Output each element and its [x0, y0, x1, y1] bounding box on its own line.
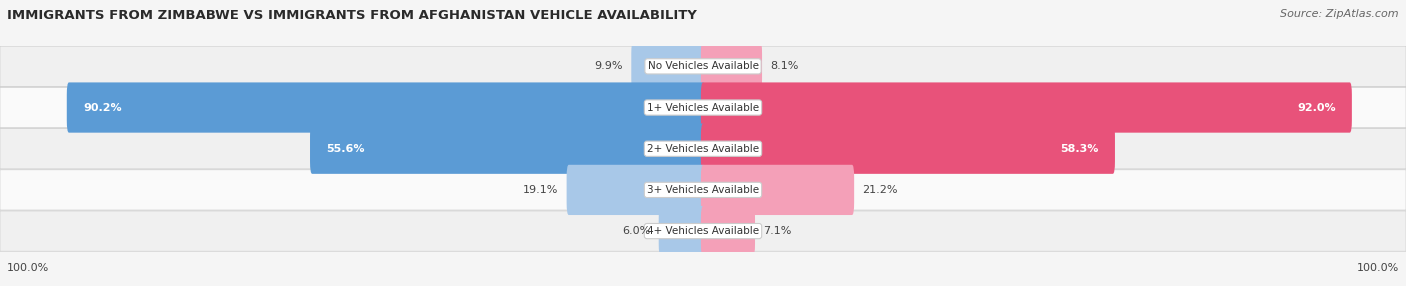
Text: 55.6%: 55.6% — [326, 144, 364, 154]
Text: 92.0%: 92.0% — [1298, 103, 1336, 112]
FancyBboxPatch shape — [700, 82, 1353, 133]
Text: 90.2%: 90.2% — [83, 103, 121, 112]
FancyBboxPatch shape — [66, 82, 704, 133]
Text: 4+ Vehicles Available: 4+ Vehicles Available — [647, 226, 759, 236]
FancyBboxPatch shape — [0, 211, 1406, 251]
Text: No Vehicles Available: No Vehicles Available — [648, 61, 758, 71]
Text: 1+ Vehicles Available: 1+ Vehicles Available — [647, 103, 759, 112]
FancyBboxPatch shape — [700, 165, 855, 215]
FancyBboxPatch shape — [0, 87, 1406, 128]
Text: 8.1%: 8.1% — [770, 61, 799, 71]
FancyBboxPatch shape — [309, 124, 706, 174]
FancyBboxPatch shape — [0, 170, 1406, 210]
Text: 9.9%: 9.9% — [595, 61, 623, 71]
FancyBboxPatch shape — [658, 206, 706, 256]
FancyBboxPatch shape — [0, 128, 1406, 169]
Text: 58.3%: 58.3% — [1060, 144, 1099, 154]
FancyBboxPatch shape — [700, 41, 762, 92]
Text: IMMIGRANTS FROM ZIMBABWE VS IMMIGRANTS FROM AFGHANISTAN VEHICLE AVAILABILITY: IMMIGRANTS FROM ZIMBABWE VS IMMIGRANTS F… — [7, 9, 697, 21]
Text: 19.1%: 19.1% — [523, 185, 558, 195]
Text: 100.0%: 100.0% — [1357, 263, 1399, 273]
Text: 2+ Vehicles Available: 2+ Vehicles Available — [647, 144, 759, 154]
FancyBboxPatch shape — [0, 46, 1406, 87]
FancyBboxPatch shape — [700, 124, 1115, 174]
Text: 7.1%: 7.1% — [763, 226, 792, 236]
Text: 100.0%: 100.0% — [7, 263, 49, 273]
FancyBboxPatch shape — [567, 165, 706, 215]
Text: 6.0%: 6.0% — [621, 226, 650, 236]
Text: Source: ZipAtlas.com: Source: ZipAtlas.com — [1281, 9, 1399, 19]
Text: 21.2%: 21.2% — [863, 185, 898, 195]
FancyBboxPatch shape — [631, 41, 706, 92]
FancyBboxPatch shape — [700, 206, 755, 256]
Text: 3+ Vehicles Available: 3+ Vehicles Available — [647, 185, 759, 195]
